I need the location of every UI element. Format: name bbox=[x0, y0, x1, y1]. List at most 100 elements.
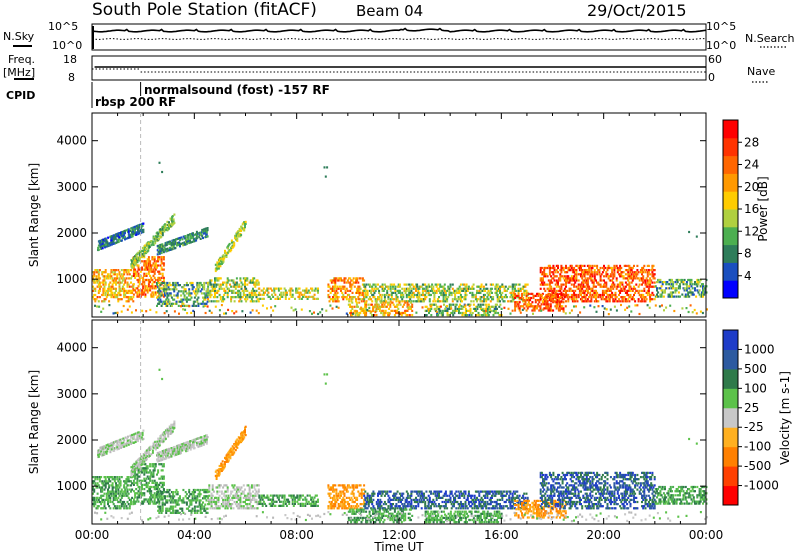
echo-cell bbox=[458, 309, 460, 312]
echo-cell bbox=[161, 268, 164, 271]
echo-cell bbox=[356, 310, 358, 313]
echo-cell bbox=[471, 311, 474, 315]
echo-cell bbox=[378, 307, 381, 310]
echo-cell bbox=[295, 289, 298, 292]
echo-cell bbox=[150, 471, 153, 474]
echo-cell bbox=[405, 293, 408, 297]
echo-cell bbox=[584, 296, 587, 299]
echo-cell bbox=[345, 298, 348, 301]
echo-cell bbox=[160, 276, 163, 279]
echo-cell bbox=[446, 307, 449, 310]
echo-cell bbox=[381, 287, 384, 290]
echo-cell bbox=[258, 293, 261, 296]
echo-cell bbox=[235, 492, 238, 495]
echo-cell bbox=[101, 247, 104, 250]
echo-cell bbox=[198, 286, 201, 289]
echo-cell bbox=[466, 314, 468, 317]
echo-cell bbox=[112, 296, 115, 299]
echo-cell bbox=[225, 253, 228, 256]
echo-cell bbox=[380, 301, 383, 304]
echo-cell bbox=[153, 276, 156, 279]
echo-cell bbox=[187, 497, 189, 500]
echo-cell bbox=[233, 488, 236, 491]
echo-cell bbox=[460, 307, 463, 310]
echo-cell bbox=[449, 291, 452, 294]
echo-cell bbox=[546, 287, 549, 290]
echo-cell bbox=[337, 277, 340, 280]
echo-cell bbox=[419, 298, 422, 301]
echo-cell bbox=[595, 285, 597, 288]
echo-cell bbox=[360, 307, 363, 310]
echo-cell bbox=[198, 236, 201, 239]
echo-cell bbox=[641, 266, 643, 270]
echo-cell bbox=[365, 305, 368, 308]
echo-cell bbox=[385, 285, 388, 288]
echo-cell bbox=[164, 503, 166, 506]
echo-cell bbox=[136, 256, 139, 259]
echo-cell bbox=[174, 499, 177, 502]
echo-cell bbox=[639, 271, 642, 274]
echo-cell bbox=[253, 283, 256, 286]
echo-cell bbox=[217, 484, 220, 487]
echo-cell bbox=[147, 490, 150, 493]
echo-cell bbox=[391, 301, 394, 304]
echo-cell bbox=[507, 307, 510, 310]
echo-cell bbox=[475, 305, 478, 308]
echo-cell bbox=[519, 287, 522, 290]
echo-cell bbox=[212, 287, 215, 290]
echo-cell bbox=[580, 289, 582, 292]
echo-cell bbox=[214, 287, 216, 290]
echo-cell bbox=[195, 290, 198, 293]
echo-cell bbox=[162, 300, 165, 303]
echo-cell bbox=[580, 285, 582, 288]
echo-cell bbox=[166, 495, 169, 498]
echo-cell bbox=[537, 294, 540, 297]
echo-cell bbox=[190, 292, 193, 295]
echo-cell bbox=[233, 244, 236, 247]
echo-cell bbox=[174, 302, 177, 305]
echo-cell bbox=[435, 291, 438, 294]
echo-cell bbox=[437, 308, 440, 311]
echo-cell bbox=[588, 271, 591, 274]
echo-cell bbox=[217, 265, 220, 268]
echo-cell bbox=[390, 309, 393, 312]
echo-cell bbox=[135, 262, 137, 265]
echo-cell bbox=[141, 483, 143, 486]
echo-cell bbox=[108, 478, 111, 481]
echo-cell bbox=[106, 241, 109, 244]
echo-cell bbox=[113, 234, 116, 237]
echo-cell bbox=[364, 287, 367, 290]
echo-cell bbox=[165, 511, 168, 514]
echo-cell bbox=[119, 281, 122, 284]
echo-cell bbox=[131, 476, 134, 479]
echo-cell bbox=[370, 289, 373, 292]
echo-cell bbox=[486, 307, 489, 310]
echo-cell bbox=[518, 301, 521, 304]
echo-cell bbox=[415, 289, 417, 292]
echo-cell bbox=[128, 488, 131, 491]
echo-cell bbox=[532, 305, 535, 308]
echo-cell bbox=[157, 291, 160, 294]
echo-cell bbox=[383, 293, 386, 297]
echo-cell bbox=[442, 293, 445, 297]
echo-cell bbox=[424, 314, 427, 317]
echo-cell bbox=[197, 493, 200, 496]
echo-cell bbox=[181, 304, 184, 307]
echo-cell bbox=[418, 296, 421, 299]
echo-cell bbox=[552, 291, 555, 294]
echo-cell bbox=[334, 285, 337, 288]
echo-cell bbox=[459, 293, 462, 297]
echo-cell bbox=[479, 307, 482, 310]
echo-cell bbox=[319, 311, 322, 314]
echo-cell bbox=[297, 295, 300, 298]
echo-cell bbox=[486, 309, 489, 312]
echo-cell bbox=[215, 291, 218, 294]
echo-cell bbox=[240, 287, 243, 290]
echo-cell bbox=[459, 311, 462, 315]
echo-cell bbox=[165, 243, 168, 246]
echo-cell bbox=[367, 298, 370, 301]
echo-cell bbox=[658, 305, 661, 308]
echo-cell bbox=[92, 271, 94, 274]
echo-cell bbox=[694, 289, 696, 292]
echo-cell bbox=[628, 273, 631, 276]
